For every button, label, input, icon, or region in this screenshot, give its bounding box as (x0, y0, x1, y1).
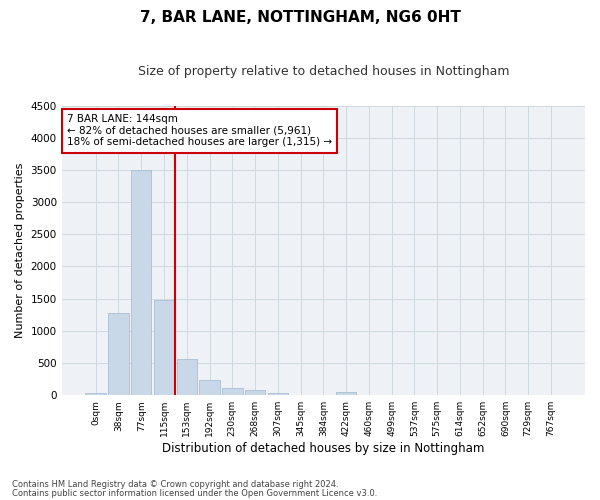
Bar (222, 388, 242, 395)
Bar (245, 390, 265, 395)
Text: Contains HM Land Registry data © Crown copyright and database right 2024.: Contains HM Land Registry data © Crown c… (12, 480, 338, 489)
Bar (108, 314, 129, 395)
Bar (85, 394, 106, 395)
Bar (199, 380, 220, 395)
Bar (131, 170, 151, 395)
Text: 7 BAR LANE: 144sqm
← 82% of detached houses are smaller (5,961)
18% of semi-deta: 7 BAR LANE: 144sqm ← 82% of detached hou… (67, 114, 332, 148)
Bar (154, 300, 174, 395)
Bar (336, 392, 356, 395)
Text: 7, BAR LANE, NOTTINGHAM, NG6 0HT: 7, BAR LANE, NOTTINGHAM, NG6 0HT (140, 10, 460, 25)
Bar (176, 359, 197, 395)
Text: Contains public sector information licensed under the Open Government Licence v3: Contains public sector information licen… (12, 488, 377, 498)
Title: Size of property relative to detached houses in Nottingham: Size of property relative to detached ho… (137, 65, 509, 78)
Bar (268, 392, 288, 395)
X-axis label: Distribution of detached houses by size in Nottingham: Distribution of detached houses by size … (162, 442, 485, 455)
Y-axis label: Number of detached properties: Number of detached properties (15, 162, 25, 338)
